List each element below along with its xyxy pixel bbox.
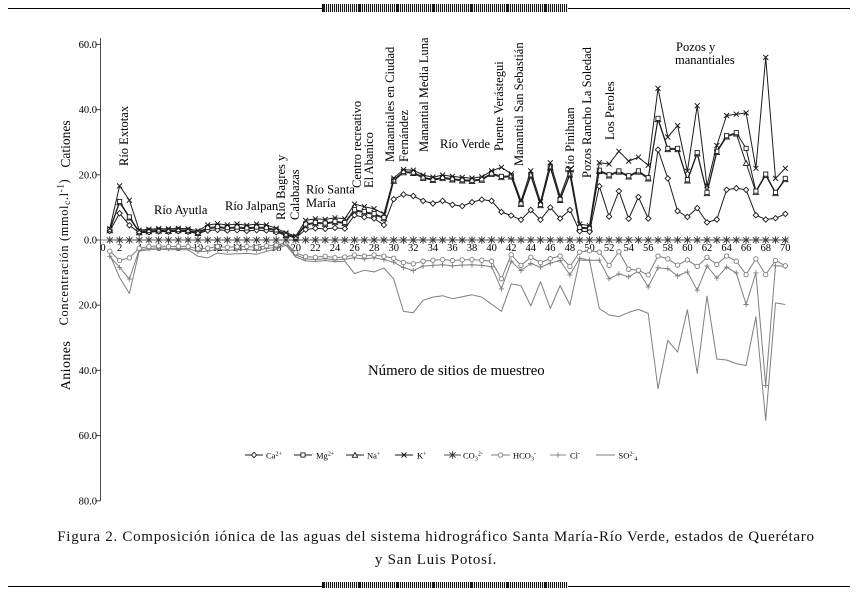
svg-text:Manantiales en Ciudad: Manantiales en Ciudad bbox=[383, 46, 397, 162]
svg-text:52: 52 bbox=[604, 243, 615, 254]
svg-text:80.0: 80.0 bbox=[79, 496, 97, 507]
svg-text:Mg2+: Mg2+ bbox=[316, 451, 335, 461]
svg-text:0.0: 0.0 bbox=[84, 236, 97, 247]
svg-text:44: 44 bbox=[526, 243, 537, 254]
svg-text:40.0: 40.0 bbox=[79, 366, 97, 377]
svg-text:60.0: 60.0 bbox=[79, 40, 97, 51]
svg-text:46: 46 bbox=[545, 243, 556, 254]
svg-text:60: 60 bbox=[682, 243, 693, 254]
svg-text:El Abanico: El Abanico bbox=[362, 132, 376, 188]
svg-text:Calabazas: Calabazas bbox=[288, 169, 302, 220]
svg-text:36: 36 bbox=[447, 243, 458, 254]
svg-text:60.0: 60.0 bbox=[79, 431, 97, 442]
svg-text:20.0: 20.0 bbox=[79, 301, 97, 312]
svg-text:Río Verde: Río Verde bbox=[440, 137, 491, 151]
svg-text:24: 24 bbox=[330, 243, 341, 254]
svg-text:Fernández: Fernández bbox=[397, 109, 411, 162]
svg-text:Concentración (mmolc.l-1): Concentración (mmolc.l-1) bbox=[56, 179, 73, 326]
svg-text:56: 56 bbox=[643, 243, 654, 254]
svg-text:42: 42 bbox=[506, 243, 517, 254]
svg-text:Aniones: Aniones bbox=[59, 341, 74, 390]
svg-text:20.0: 20.0 bbox=[79, 170, 97, 181]
svg-text:Los Peroles: Los Peroles bbox=[603, 81, 617, 140]
svg-text:CO32-: CO32- bbox=[463, 451, 483, 463]
svg-text:Río Pinihuan: Río Pinihuan bbox=[563, 107, 577, 173]
svg-text:6: 6 bbox=[156, 243, 161, 254]
svg-text:0: 0 bbox=[100, 243, 105, 254]
svg-text:K+: K+ bbox=[417, 451, 427, 461]
svg-text:26: 26 bbox=[349, 243, 360, 254]
svg-text:manantiales: manantiales bbox=[675, 53, 735, 67]
svg-text:62: 62 bbox=[702, 243, 713, 254]
svg-text:Pozos Rancho La Soledad: Pozos Rancho La Soledad bbox=[580, 46, 594, 178]
svg-text:Río Jalpan: Río Jalpan bbox=[225, 199, 279, 213]
svg-text:Río Ayutla: Río Ayutla bbox=[154, 203, 208, 217]
svg-text:38: 38 bbox=[467, 243, 478, 254]
svg-text:Na+: Na+ bbox=[367, 451, 381, 461]
svg-text:12: 12 bbox=[212, 243, 223, 254]
svg-text:66: 66 bbox=[741, 243, 752, 254]
svg-text:64: 64 bbox=[721, 243, 732, 254]
svg-text:40.0: 40.0 bbox=[79, 105, 97, 116]
svg-text:22: 22 bbox=[310, 243, 321, 254]
svg-text:María: María bbox=[306, 196, 336, 210]
svg-text:Ca2+: Ca2+ bbox=[266, 451, 282, 461]
svg-text:68: 68 bbox=[760, 243, 771, 254]
svg-text:70: 70 bbox=[780, 243, 791, 254]
svg-text:30: 30 bbox=[388, 243, 399, 254]
svg-text:28: 28 bbox=[369, 243, 380, 254]
svg-text:Río Extotax: Río Extotax bbox=[117, 105, 131, 166]
svg-text:Número de sitios de muestreo: Número de sitios de muestreo bbox=[368, 363, 545, 379]
svg-text:14: 14 bbox=[232, 243, 243, 254]
svg-text:34: 34 bbox=[428, 243, 439, 254]
svg-text:50: 50 bbox=[584, 243, 595, 254]
svg-text:Río Santa: Río Santa bbox=[306, 183, 355, 197]
svg-text:40: 40 bbox=[486, 243, 497, 254]
svg-text:HCO3-: HCO3- bbox=[513, 451, 536, 463]
svg-text:58: 58 bbox=[663, 243, 674, 254]
svg-text:32: 32 bbox=[408, 243, 419, 254]
svg-text:54: 54 bbox=[623, 243, 634, 254]
svg-text:Manantial San Sebastián: Manantial San Sebastián bbox=[512, 42, 526, 166]
svg-text:Puente Verástegui: Puente Verástegui bbox=[492, 61, 506, 151]
svg-text:Cl-: Cl- bbox=[570, 451, 580, 461]
svg-text:Pozos y: Pozos y bbox=[676, 40, 716, 54]
svg-text:Cationes: Cationes bbox=[58, 120, 73, 167]
svg-text:Manantial Media Luna: Manantial Media Luna bbox=[417, 37, 431, 152]
svg-text:48: 48 bbox=[565, 243, 576, 254]
svg-text:16: 16 bbox=[251, 243, 262, 254]
svg-text:SO2-4: SO2-4 bbox=[619, 451, 638, 463]
svg-text:2: 2 bbox=[117, 243, 122, 254]
